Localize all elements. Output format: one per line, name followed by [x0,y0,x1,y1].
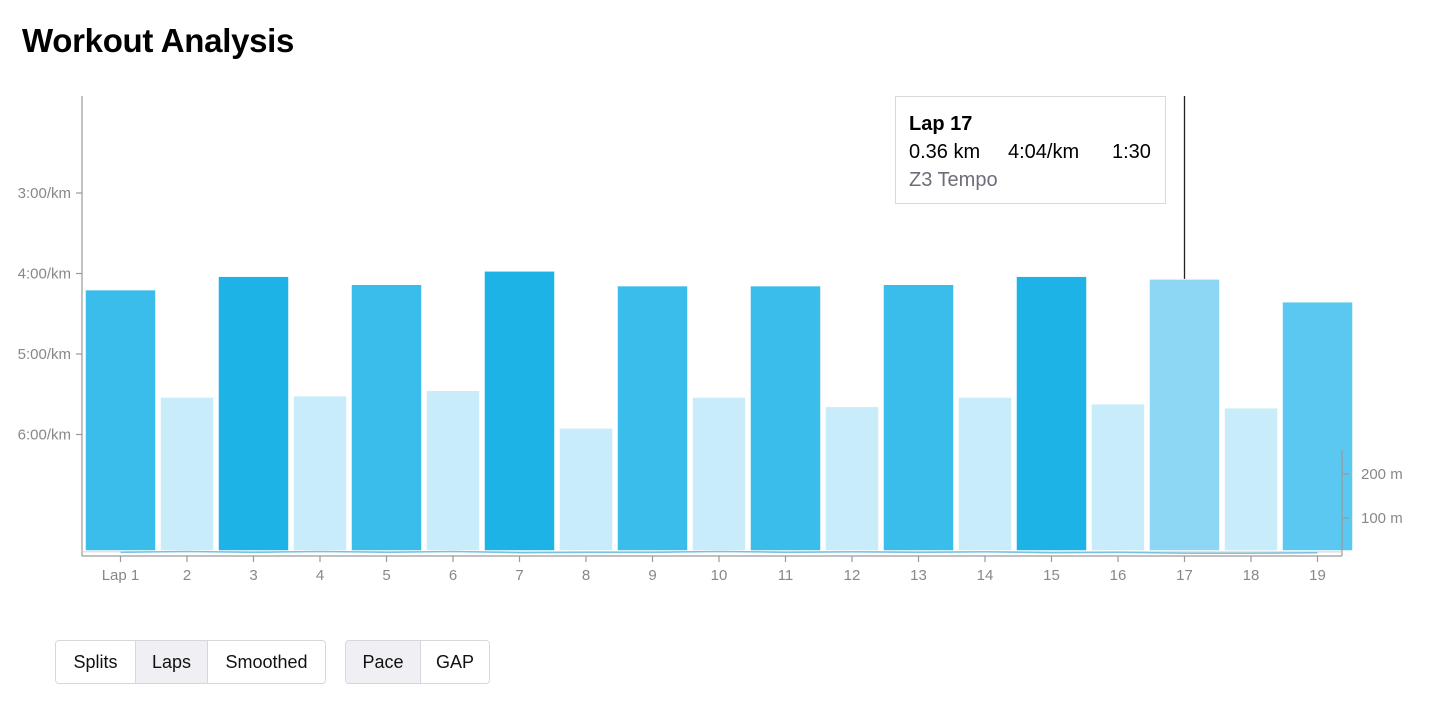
x-tick-label: 9 [648,567,656,584]
pace-button[interactable]: Pace [346,641,421,683]
lap-tooltip: Lap 17 0.36 km 4:04/km 1:30 Z3 Tempo [895,96,1166,204]
gap-button[interactable]: GAP [421,641,489,683]
elevation-layer [83,550,1341,554]
page-title: Workout Analysis [22,22,295,59]
lap-bar [1090,402,1146,552]
tooltip-title: Lap 17 [909,113,973,135]
lap-bar [1015,275,1088,552]
x-tick-label: 11 [778,567,794,584]
x-tick-label: 4 [316,567,324,584]
lap-bar [957,396,1013,552]
x-tick-label: 3 [249,567,257,584]
x-tick-label: 8 [582,567,590,584]
y-tick-label: 4:00/km [18,266,71,283]
lap-bar [1148,278,1221,552]
tooltip-distance: 0.36 km [909,141,981,163]
x-tick-label: 19 [1309,567,1326,584]
lap-bar [749,284,822,552]
metric-toggle-group: Pace GAP [345,640,490,684]
y-tick-label: 6:00/km [18,427,71,444]
tooltip-stats: 0.36 km 4:04/km 1:30 [909,138,1165,166]
lap-bar [159,396,215,552]
lap-bar [84,288,157,552]
lap-bar [292,394,348,552]
lap-bar [483,270,556,552]
x-tick-label: 2 [183,567,191,584]
lap-bar [882,283,955,552]
x-tick-label: 16 [1110,567,1127,584]
lap-bar [824,405,880,552]
y-tick-label: 3:00/km [18,185,71,202]
lap-bar [350,283,423,552]
lap-bar [217,275,290,552]
x-tick-label: 13 [910,567,927,584]
laps-button[interactable]: Laps [136,641,208,683]
y2-tick-label: 200 m [1361,466,1403,483]
lap-bar [1281,300,1354,552]
elevation-line [120,550,1318,554]
lap-bar [558,427,614,552]
lap-bar [1223,406,1279,552]
x-tick-label: 18 [1243,567,1260,584]
x-tick-label: Lap 1 [102,567,140,584]
y2-tick-label: 100 m [1361,510,1403,527]
x-tick-label: 7 [515,567,523,584]
x-tick-label: 10 [711,567,728,584]
workout-chart[interactable]: 3:00/km 4:00/km 5:00/km 6:00/km 200 m 100 m La… [0,0,1456,620]
x-tick-label: 17 [1176,567,1193,584]
x-tick-label: 15 [1043,567,1060,584]
smoothed-button[interactable]: Smoothed [208,641,325,683]
tooltip-pace: 4:04/km [1008,141,1080,163]
x-tick-label: 5 [382,567,390,584]
lap-bar [691,396,747,552]
y-tick-label: 5:00/km [18,346,71,363]
lap-bar [425,389,481,552]
tooltip-zone: Z3 Tempo [909,169,998,191]
axis-layer: 3:00/km 4:00/km 5:00/km 6:00/km 200 m 100 m La… [18,96,1403,584]
view-toggle-group: Splits Laps Smoothed [55,640,326,684]
splits-button[interactable]: Splits [56,641,136,683]
bar-layer [84,270,1354,552]
x-tick-label: 12 [844,567,861,584]
x-tick-label: 6 [449,567,457,584]
lap-bar [616,284,689,552]
x-tick-label: 14 [977,567,994,584]
tooltip-time: 1:30 [1112,141,1151,163]
